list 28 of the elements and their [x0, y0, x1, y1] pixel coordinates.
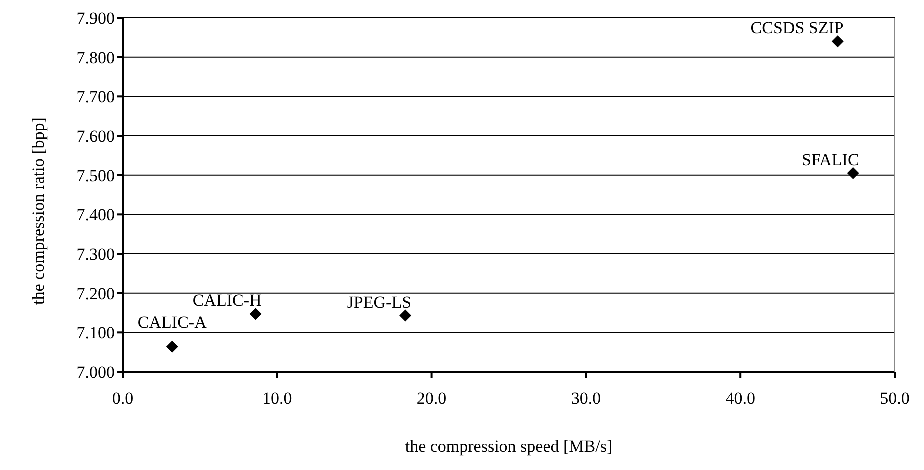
y-tick-label: 7.400: [76, 206, 115, 225]
annotation: SFALIC: [802, 150, 860, 170]
y-tick-label: 7.200: [76, 284, 115, 304]
annotation: CALIC-A: [138, 312, 208, 332]
y-tick-label: 7.000: [76, 363, 115, 382]
point: [400, 310, 412, 322]
y-tick-label: 7.100: [76, 324, 115, 343]
x-tick-label: 10.0: [262, 389, 292, 408]
point: [250, 308, 262, 320]
y-tick-label: 7.800: [76, 48, 115, 68]
annotation: CALIC-H: [192, 291, 262, 310]
y-axis-title: the compression ratio [bpp]: [29, 118, 48, 305]
x-tick-label: 40.0: [726, 389, 756, 408]
x-tick-label: 20.0: [416, 389, 447, 408]
y-tick-label: 7.900: [76, 9, 115, 28]
y-tick-label: 7.600: [76, 127, 115, 146]
point: [832, 36, 844, 48]
x-tick-label: 30.0: [571, 389, 602, 408]
annotation: CCSDS SZIP: [750, 18, 844, 38]
point: [847, 167, 860, 180]
point: [166, 340, 178, 353]
x-tick-label: 0.0: [112, 389, 134, 408]
y-tick-label: 7.500: [76, 166, 115, 186]
y-tick-label: 7.300: [76, 245, 115, 264]
x-tick-label: 50.0: [880, 389, 910, 408]
x-axis-title: the compression speed [MB/s]: [405, 437, 613, 456]
annotation: JPEG-LS: [347, 292, 412, 312]
y-tick-label: 7.700: [76, 88, 115, 107]
